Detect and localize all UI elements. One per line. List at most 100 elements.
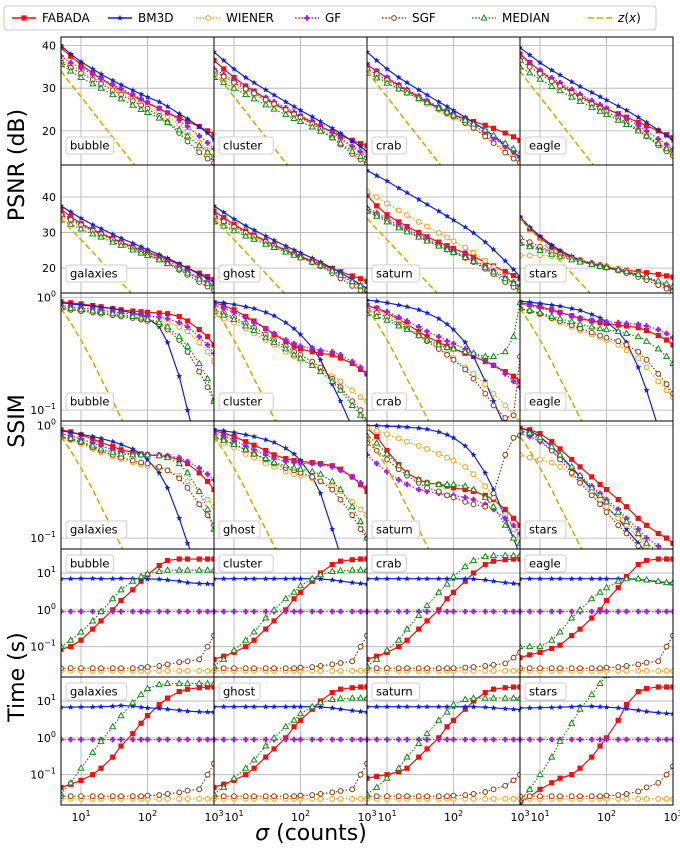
- point-bm3d: [424, 426, 431, 432]
- point-wiener: [510, 667, 517, 674]
- point-wiener: [373, 427, 380, 434]
- point-fabada: [98, 618, 104, 624]
- x-tick-label: 103: [357, 809, 376, 824]
- panel-label-box: [371, 520, 421, 539]
- point-gf: [655, 608, 662, 615]
- series-line-z-x: [520, 70, 595, 165]
- point-median: [137, 450, 145, 458]
- point-bm3d: [129, 445, 136, 452]
- series-line-gf: [520, 303, 673, 339]
- point-median: [481, 263, 489, 270]
- point-median: [282, 344, 290, 352]
- point-bm3d: [262, 232, 269, 239]
- point-gf: [517, 530, 520, 537]
- point-fabada: [78, 62, 84, 68]
- point-fabada: [196, 685, 202, 691]
- point-median: [548, 753, 556, 760]
- point-bm3d: [511, 446, 517, 452]
- panel-label-text: crab: [376, 557, 401, 571]
- point-median: [634, 126, 642, 134]
- point-bm3d: [262, 309, 269, 315]
- point-fabada: [577, 464, 583, 470]
- panel-label-text: ghost: [223, 267, 256, 281]
- point-bm3d: [568, 78, 575, 85]
- point-median: [282, 110, 290, 118]
- point-median: [509, 694, 518, 701]
- point-gf: [317, 347, 324, 354]
- point-bm3d: [367, 167, 371, 173]
- point-bm3d: [156, 98, 163, 105]
- panel-label-text: cluster: [223, 395, 262, 409]
- point-sgf: [262, 665, 269, 672]
- point-median: [596, 324, 604, 332]
- point-sgf: [220, 793, 227, 800]
- point-median: [328, 567, 336, 575]
- series-gf: [61, 608, 214, 615]
- point-bm3d: [138, 704, 145, 710]
- point-median: [308, 361, 316, 368]
- point-fabada: [510, 373, 517, 379]
- point-bm3d: [520, 213, 524, 220]
- legend-entry-gf: GF: [295, 11, 341, 25]
- point-fabada: [176, 313, 182, 320]
- point-gf: [242, 608, 249, 615]
- point-bm3d: [271, 439, 278, 445]
- point-gf: [364, 608, 367, 615]
- point-median: [588, 103, 596, 110]
- series-bm3d: [367, 422, 519, 549]
- point-median: [614, 327, 622, 335]
- point-median: [383, 79, 391, 86]
- series-line-bm3d: [367, 706, 520, 711]
- panel-label-box: [218, 264, 261, 283]
- point-fabada: [537, 786, 543, 792]
- point-gf: [670, 334, 673, 341]
- legend-label-zx: z(x): [617, 11, 641, 25]
- point-median: [195, 566, 203, 573]
- point-sgf: [664, 570, 669, 575]
- y-tick-label: 20: [42, 262, 56, 275]
- series-line-z-x: [367, 70, 442, 165]
- point-fabada: [374, 433, 380, 440]
- point-median: [443, 580, 451, 587]
- point-median: [230, 84, 238, 91]
- point-bm3d: [462, 575, 469, 582]
- point-median: [155, 567, 163, 575]
- point-gf: [588, 736, 595, 743]
- y-tick-label: 101: [37, 693, 56, 708]
- point-sgf: [184, 484, 191, 491]
- point-median: [270, 458, 278, 466]
- point-gf: [309, 608, 316, 615]
- point-gf: [144, 736, 151, 743]
- point-median: [163, 322, 172, 330]
- point-fabada: [549, 244, 555, 250]
- point-gf: [404, 318, 410, 324]
- point-bm3d: [61, 704, 65, 710]
- point-gf: [435, 608, 442, 615]
- point-median: [137, 313, 145, 321]
- point-wiener: [444, 234, 450, 241]
- point-median: [296, 117, 305, 124]
- series-line-bm3d: [367, 299, 504, 421]
- point-median: [89, 307, 97, 314]
- point-fabada: [416, 328, 422, 335]
- point-wiener: [470, 471, 477, 478]
- point-bm3d: [373, 172, 380, 179]
- point-median: [403, 88, 411, 96]
- point-median: [520, 239, 524, 246]
- panel-label-box: [65, 136, 115, 155]
- point-median: [175, 566, 183, 573]
- point-bm3d: [482, 469, 489, 476]
- point-fabada: [655, 271, 661, 278]
- point-gf: [490, 608, 497, 615]
- point-gf: [643, 736, 650, 743]
- point-wiener: [415, 218, 422, 225]
- point-median: [143, 569, 152, 577]
- series-line-fabada: [367, 558, 520, 661]
- series-group: [367, 48, 520, 165]
- point-fabada: [527, 652, 533, 658]
- point-bm3d: [502, 579, 509, 586]
- point-gf: [78, 65, 84, 71]
- point-median: [183, 342, 192, 349]
- point-median: [469, 485, 478, 493]
- point-bm3d: [643, 119, 650, 125]
